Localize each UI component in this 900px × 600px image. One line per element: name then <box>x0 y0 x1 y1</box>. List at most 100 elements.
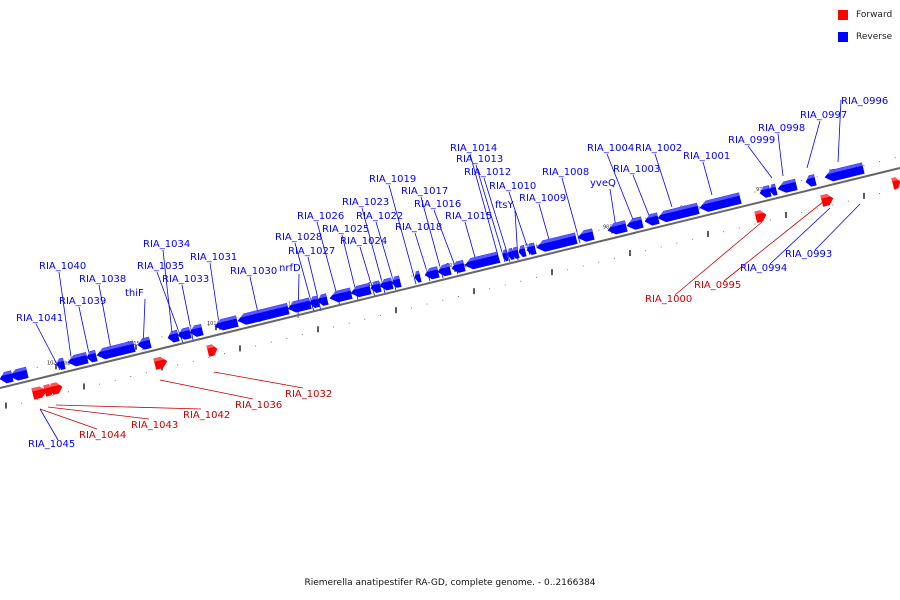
reverse-gene-21[interactable] <box>413 270 422 283</box>
forward-gene-7[interactable] <box>891 176 900 190</box>
reverse-gene-7[interactable] <box>643 212 660 227</box>
reverse-label-ria-1010[interactable]: RIA_1010 <box>489 181 536 192</box>
forward-gene-2[interactable] <box>206 343 219 357</box>
reverse-label-ria-1003[interactable]: RIA_1003 <box>613 164 660 175</box>
reverse-gene-17[interactable] <box>463 251 500 271</box>
forward-label-ria-1042[interactable]: RIA_1042 <box>183 410 230 421</box>
reverse-gene-25[interactable] <box>349 282 372 298</box>
reverse-gene-23[interactable] <box>378 277 394 292</box>
reverse-label-ria-1019[interactable]: RIA_1019 <box>369 174 416 185</box>
reverse-label-ria-1034[interactable]: RIA_1034 <box>143 239 190 250</box>
reverse-label-ria-1001[interactable]: RIA_1001 <box>683 151 730 162</box>
reverse-gene-41[interactable] <box>0 370 14 385</box>
reverse-label-ria-1028[interactable]: RIA_1028 <box>275 232 322 243</box>
reverse-label-ria-1004[interactable]: RIA_1004 <box>587 143 634 154</box>
reverse-gene-38[interactable] <box>66 352 89 367</box>
reverse-gene-18[interactable] <box>450 259 466 274</box>
reverse-label-ria-0994[interactable]: RIA_0994 <box>740 263 787 274</box>
reverse-label-ria-1038[interactable]: RIA_1038 <box>79 274 126 285</box>
reverse-gene-12[interactable] <box>525 242 537 256</box>
reverse-label-ria-0999[interactable]: RIA_0999 <box>728 135 775 146</box>
reverse-label-ria-1023[interactable]: RIA_1023 <box>342 197 389 208</box>
reverse-label-ria-1041[interactable]: RIA_1041 <box>16 313 63 324</box>
reverse-label-ria-1022[interactable]: RIA_1022 <box>356 211 403 222</box>
reverse-label-ria-1035[interactable]: RIA_1035 <box>137 261 184 272</box>
reverse-label-ria-1015[interactable]: RIA_1015 <box>445 211 492 222</box>
reverse-label-ria-1017[interactable]: RIA_1017 <box>401 186 448 197</box>
reverse-gene-13[interactable] <box>517 245 527 258</box>
forward-label-ria-1043[interactable]: RIA_1043 <box>131 420 178 431</box>
forward-gene-1[interactable] <box>820 193 835 207</box>
reverse-gene-14[interactable] <box>510 246 520 259</box>
reverse-label-ria-1002[interactable]: RIA_1002 <box>635 143 682 154</box>
reverse-gene-3[interactable] <box>768 183 778 196</box>
reverse-gene-37[interactable] <box>85 349 98 363</box>
reverse-gene-29[interactable] <box>286 297 312 314</box>
reverse-gene-32[interactable] <box>188 323 204 338</box>
reverse-label-ria-1040[interactable]: RIA_1040 <box>39 261 86 272</box>
reverse-label-yveq[interactable]: yveQ <box>590 178 616 189</box>
reverse-gene-9[interactable] <box>606 220 628 236</box>
forward-gene-4[interactable] <box>31 385 49 400</box>
forward-gene-0[interactable] <box>754 209 768 223</box>
reverse-gene-31[interactable] <box>213 315 239 332</box>
reverse-gene-6[interactable] <box>656 202 700 223</box>
reverse-label-nrfd[interactable]: nrfD <box>279 263 301 274</box>
reverse-gene-28[interactable] <box>308 295 320 309</box>
reverse-label-ria-1025[interactable]: RIA_1025 <box>322 224 369 235</box>
reverse-label-ria-0993[interactable]: RIA_0993 <box>785 249 832 260</box>
reverse-gene-22[interactable] <box>390 275 402 289</box>
reverse-gene-30[interactable] <box>236 302 290 326</box>
reverse-gene-19[interactable] <box>436 263 452 278</box>
reverse-gene-4[interactable] <box>758 185 772 198</box>
reverse-label-ftsy[interactable]: ftsY <box>495 200 514 211</box>
forward-label-ria-1044[interactable]: RIA_1044 <box>79 430 126 441</box>
reverse-gene-11[interactable] <box>535 232 578 253</box>
reverse-gene-10[interactable] <box>576 228 595 243</box>
reverse-label-ria-1009[interactable]: RIA_1009 <box>519 193 566 204</box>
reverse-label-ria-1016[interactable]: RIA_1016 <box>414 199 461 210</box>
reverse-label-ria-1018[interactable]: RIA_1018 <box>395 222 442 233</box>
reverse-label-ria-1033[interactable]: RIA_1033 <box>162 274 209 285</box>
reverse-label-ria-1013[interactable]: RIA_1013 <box>456 154 503 165</box>
reverse-gene-15[interactable] <box>506 247 515 260</box>
forward-gene-3[interactable] <box>153 355 169 370</box>
reverse-gene-39[interactable] <box>55 357 66 370</box>
forward-gene-6[interactable] <box>50 381 64 395</box>
reverse-gene-20[interactable] <box>423 266 440 281</box>
reverse-label-ria-1039[interactable]: RIA_1039 <box>59 296 106 307</box>
reverse-label-ria-1027[interactable]: RIA_1027 <box>288 246 335 257</box>
reverse-label-ria-0998[interactable]: RIA_0998 <box>758 123 805 134</box>
forward-label-ria-1032[interactable]: RIA_1032 <box>285 389 332 400</box>
reverse-gene-33[interactable] <box>176 326 192 341</box>
reverse-gene-2[interactable] <box>776 178 798 194</box>
reverse-label-ria-1026[interactable]: RIA_1026 <box>297 211 344 222</box>
reverse-label-ria-0996[interactable]: RIA_0996 <box>841 96 888 107</box>
reverse-gene-24[interactable] <box>369 280 382 294</box>
reverse-label-ria-1024[interactable]: RIA_1024 <box>340 236 387 247</box>
reverse-gene-0[interactable] <box>823 162 865 183</box>
reverse-gene-36[interactable] <box>95 340 136 361</box>
reverse-label-thif[interactable]: thiF <box>125 288 144 299</box>
reverse-gene-27[interactable] <box>316 293 329 307</box>
reverse-gene-16[interactable] <box>501 249 509 262</box>
reverse-label-ria-1045[interactable]: RIA_1045 <box>28 439 75 450</box>
reverse-gene-5[interactable] <box>698 192 742 213</box>
reverse-label-ria-0997[interactable]: RIA_0997 <box>800 110 847 121</box>
reverse-label-ria-1014[interactable]: RIA_1014 <box>450 143 497 154</box>
reverse-label-ria-1031[interactable]: RIA_1031 <box>190 252 237 263</box>
reverse-label-ria-1012[interactable]: RIA_1012 <box>464 167 511 178</box>
reverse-gene-40[interactable] <box>8 366 29 382</box>
reverse-gene-8[interactable] <box>625 216 644 231</box>
forward-label-ria-1000[interactable]: RIA_1000 <box>645 294 692 305</box>
reverse-label-ria-1030[interactable]: RIA_1030 <box>230 266 277 277</box>
reverse-gene-23-highlight <box>378 277 392 284</box>
reverse-gene-35[interactable] <box>136 336 152 351</box>
reverse-gene-34[interactable] <box>166 329 180 343</box>
forward-label-ria-1036[interactable]: RIA_1036 <box>235 400 282 411</box>
reverse-gene-1[interactable] <box>804 174 817 187</box>
forward-label-ria-0995[interactable]: RIA_0995 <box>694 280 741 291</box>
reverse-gene-26[interactable] <box>328 287 353 304</box>
reverse-label-ria-1008[interactable]: RIA_1008 <box>542 167 589 178</box>
